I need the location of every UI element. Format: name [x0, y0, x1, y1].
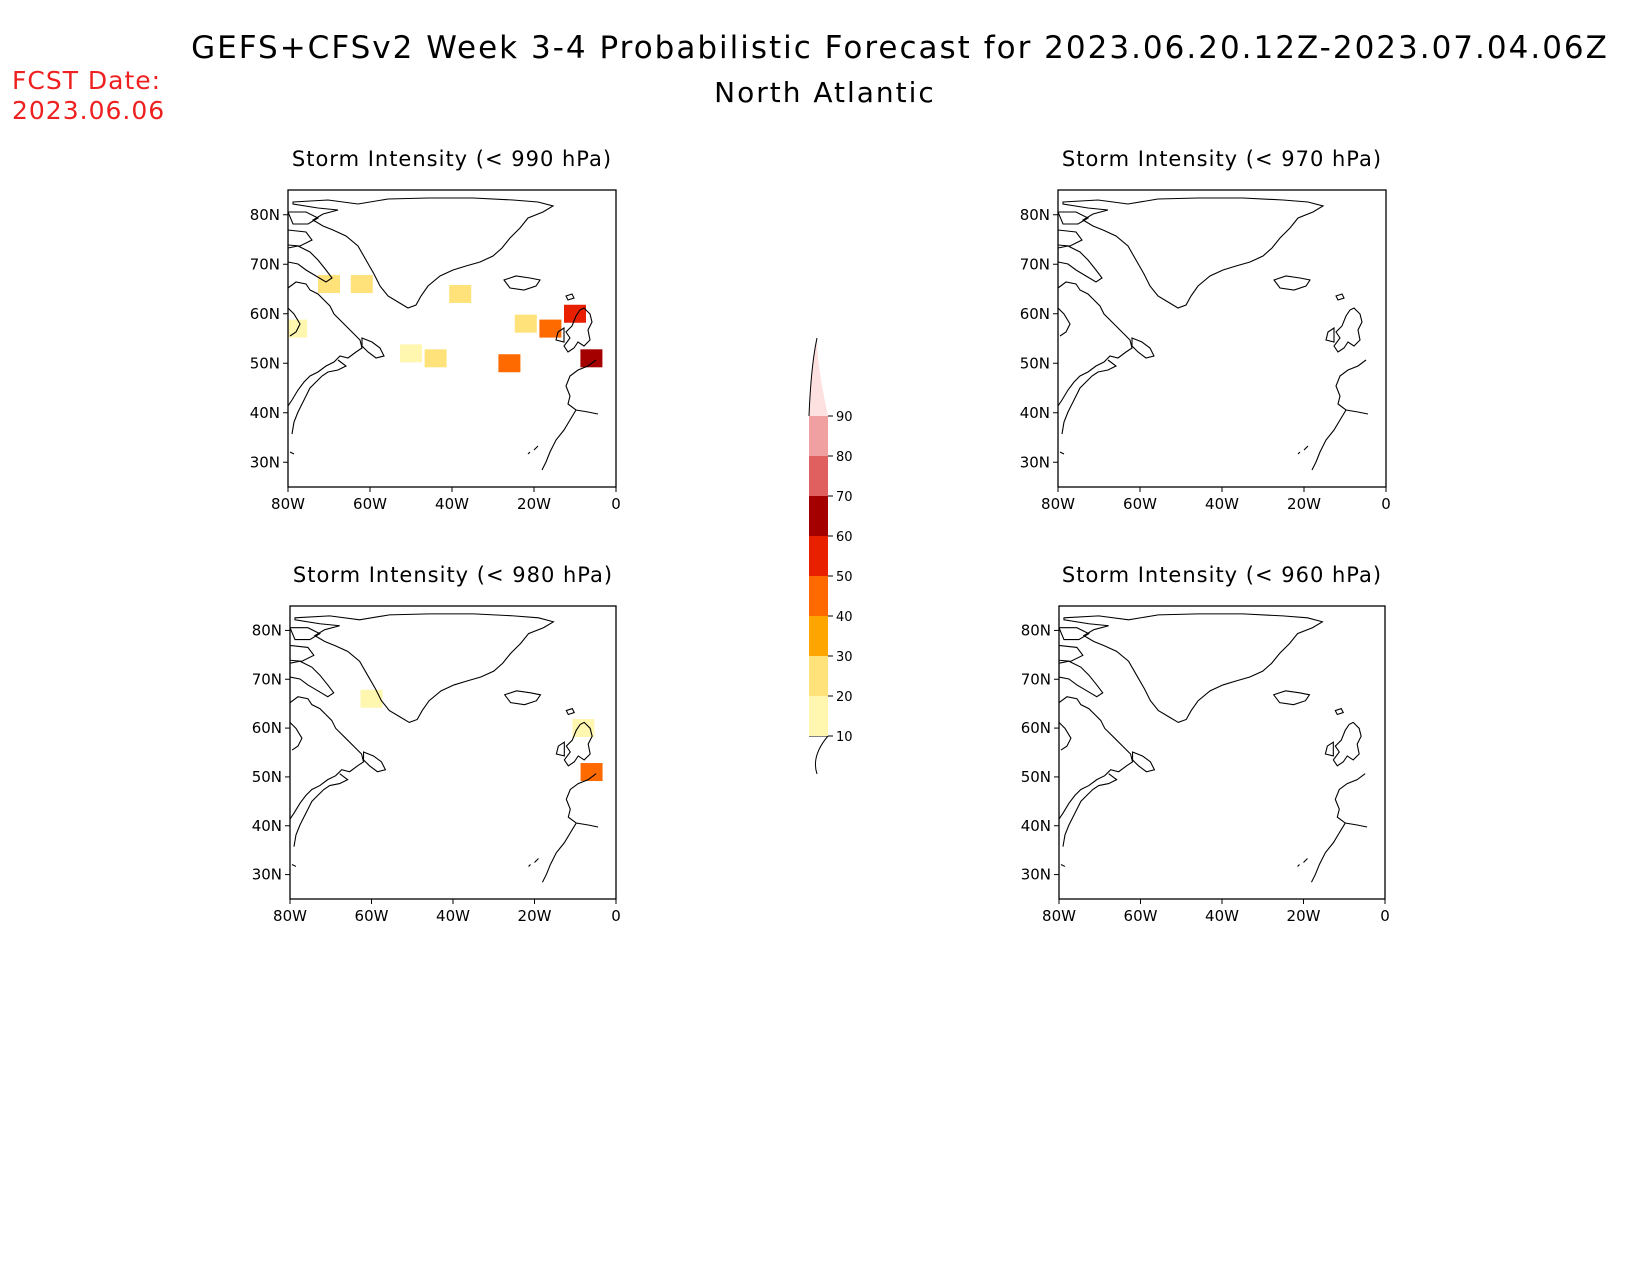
map-panel-p960: Storm Intensity (< 960 hPa) 80W 60W 40W 20W 0…	[1021, 563, 1390, 925]
colorbar-level-label: 90	[836, 410, 853, 425]
lat-tick-label: 70N	[250, 255, 280, 273]
lon-tick-label: 20W	[517, 495, 551, 513]
forecast-date-label: FCST Date:	[12, 66, 162, 95]
map-frame	[287, 189, 617, 488]
lon-tick-label: 60W	[1123, 495, 1157, 513]
lat-tick-label: 70N	[252, 670, 282, 688]
lat-tick-label: 40N	[1020, 404, 1050, 422]
probability-cell	[539, 319, 562, 338]
probability-cell	[514, 314, 537, 333]
probability-cell	[424, 349, 447, 368]
lon-tick-label: 0	[611, 495, 621, 513]
lat-tick-label: 50N	[1020, 354, 1050, 372]
map-panel-p970: Storm Intensity (< 970 hPa) 80W 60W 40W 20W 0…	[1020, 147, 1391, 513]
probability-cell	[580, 763, 603, 782]
panel-title: Storm Intensity (< 960 hPa)	[1062, 563, 1382, 587]
lat-tick-label: 60N	[252, 719, 282, 737]
colorbar-level-label: 70	[836, 490, 853, 505]
main-title: GEFS+CFSv2 Week 3-4 Probabilistic Foreca…	[191, 30, 1609, 66]
lat-tick-label: 50N	[250, 354, 280, 372]
lon-tick-label: 0	[1381, 495, 1391, 513]
forecast-date-value: 2023.06.06	[12, 96, 166, 125]
lat-tick-label: 80N	[1021, 621, 1051, 639]
probability-cell	[350, 275, 373, 294]
panel-title: Storm Intensity (< 980 hPa)	[293, 563, 613, 587]
lon-tick-label: 80W	[1042, 907, 1076, 925]
lon-tick-label: 0	[1380, 907, 1390, 925]
colorbar-swatch	[809, 496, 828, 536]
probability-cell	[400, 344, 422, 363]
map-frame	[289, 605, 617, 900]
probability-cell	[572, 719, 595, 738]
map-frame	[1058, 605, 1386, 900]
map-frame	[1057, 189, 1387, 488]
lat-tick-label: 60N	[250, 305, 280, 323]
probability-cell	[564, 304, 586, 323]
probability-cell	[360, 689, 383, 708]
panel-title: Storm Intensity (< 970 hPa)	[1062, 147, 1382, 171]
lon-tick-label: 40W	[1205, 495, 1239, 513]
coastline	[290, 613, 599, 883]
colorbar: 10 20 30 40 50 60 70 80 90	[808, 337, 853, 775]
region-subtitle: North Atlantic	[714, 76, 936, 109]
lon-tick-label: 80W	[1041, 495, 1075, 513]
lat-tick-label: 30N	[250, 453, 280, 471]
lat-tick-label: 80N	[250, 206, 280, 224]
lon-tick-label: 80W	[273, 907, 307, 925]
lon-tick-label: 80W	[271, 495, 305, 513]
lat-tick-label: 80N	[1020, 206, 1050, 224]
lat-tick-label: 70N	[1021, 670, 1051, 688]
lat-tick-label: 30N	[252, 866, 282, 884]
probability-cell	[449, 284, 472, 303]
lon-tick-label: 60W	[1124, 907, 1158, 925]
colorbar-swatch	[809, 656, 828, 696]
colorbar-level-label: 20	[836, 690, 853, 705]
lat-tick-label: 60N	[1021, 719, 1051, 737]
colorbar-swatch	[809, 456, 828, 496]
lon-tick-label: 0	[611, 907, 621, 925]
colorbar-swatch	[809, 416, 828, 456]
lon-tick-label: 20W	[518, 907, 552, 925]
lon-tick-label: 40W	[1205, 907, 1239, 925]
lon-tick-label: 40W	[435, 495, 469, 513]
coastline	[1058, 197, 1369, 471]
lat-tick-label: 60N	[1020, 305, 1050, 323]
lat-tick-label: 40N	[250, 404, 280, 422]
lat-tick-label: 40N	[1021, 817, 1051, 835]
lat-tick-label: 30N	[1021, 866, 1051, 884]
colorbar-level-label: 40	[836, 610, 853, 625]
colorbar-level-label: 30	[836, 650, 853, 665]
lat-tick-label: 80N	[252, 621, 282, 639]
coastline	[1059, 613, 1368, 883]
panel-title: Storm Intensity (< 990 hPa)	[292, 147, 612, 171]
colorbar-swatch	[809, 616, 828, 656]
lat-tick-label: 40N	[252, 817, 282, 835]
map-panel-p990: Storm Intensity (< 990 hPa) 80W 60W 40W 20W 0…	[250, 147, 621, 513]
lon-tick-label: 20W	[1287, 495, 1321, 513]
colorbar-swatch	[809, 536, 828, 576]
colorbar-level-label: 10	[836, 730, 853, 745]
lon-tick-label: 40W	[436, 907, 470, 925]
lon-tick-label: 60W	[355, 907, 389, 925]
lon-tick-label: 20W	[1287, 907, 1321, 925]
lon-tick-label: 60W	[353, 495, 387, 513]
lat-tick-label: 50N	[252, 768, 282, 786]
colorbar-level-label: 80	[836, 450, 853, 465]
lat-tick-label: 70N	[1020, 255, 1050, 273]
lat-tick-label: 50N	[1021, 768, 1051, 786]
probability-cell	[498, 354, 521, 373]
panels-layer: Storm Intensity (< 990 hPa) 80W 60W 40W 20W 0…	[250, 147, 1391, 925]
colorbar-swatch	[809, 576, 828, 616]
probability-cell	[580, 349, 603, 368]
colorbar-swatch	[809, 696, 828, 736]
probability-cell	[318, 275, 340, 294]
map-panel-p980: Storm Intensity (< 980 hPa) 80W 60W 40W 20W 0…	[252, 563, 621, 925]
lat-tick-label: 30N	[1020, 453, 1050, 471]
colorbar-level-label: 60	[836, 530, 853, 545]
colorbar-level-label: 50	[836, 570, 853, 585]
